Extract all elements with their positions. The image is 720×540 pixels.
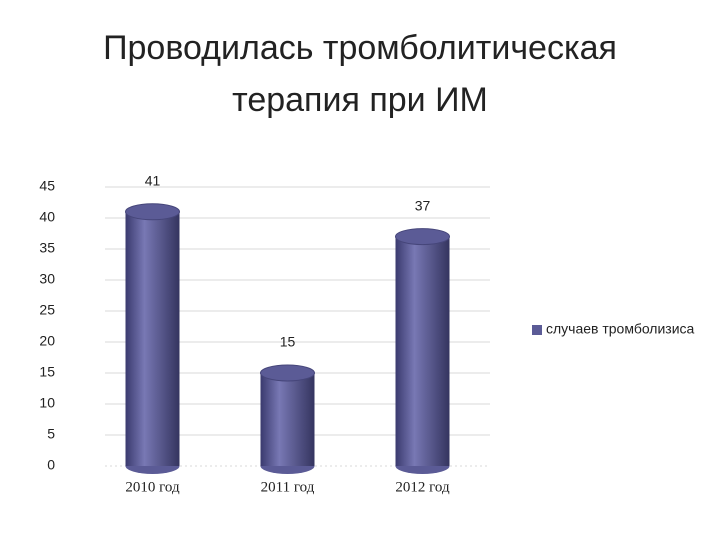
y-tick-label: 10 [39, 395, 55, 411]
legend-swatch [532, 325, 542, 335]
y-tick-label: 20 [39, 333, 55, 349]
y-tick-label: 0 [47, 457, 55, 473]
bar-top [395, 228, 450, 246]
y-tick-label: 35 [39, 240, 55, 256]
x-tick-label: 2010 год [125, 479, 180, 495]
y-tick-label: 45 [39, 178, 55, 194]
x-tick-label: 2011 год [261, 479, 315, 495]
y-tick-label: 5 [47, 426, 55, 442]
bar-top [125, 203, 180, 221]
data-label: 15 [280, 334, 296, 350]
bar [395, 236, 450, 466]
x-tick-label: 2012 год [395, 479, 450, 495]
y-tick-label: 25 [39, 302, 55, 318]
bar-top [260, 364, 315, 382]
bar [260, 373, 315, 466]
y-tick-label: 30 [39, 271, 55, 287]
data-label: 41 [145, 173, 161, 189]
legend-label: случаев тромболизиса [546, 321, 695, 337]
chart-title: Проводилась тромболитическая терапия при… [103, 29, 617, 119]
bar [125, 211, 180, 466]
data-label: 37 [415, 197, 431, 213]
y-tick-label: 40 [39, 209, 55, 225]
y-tick-label: 15 [39, 364, 55, 380]
